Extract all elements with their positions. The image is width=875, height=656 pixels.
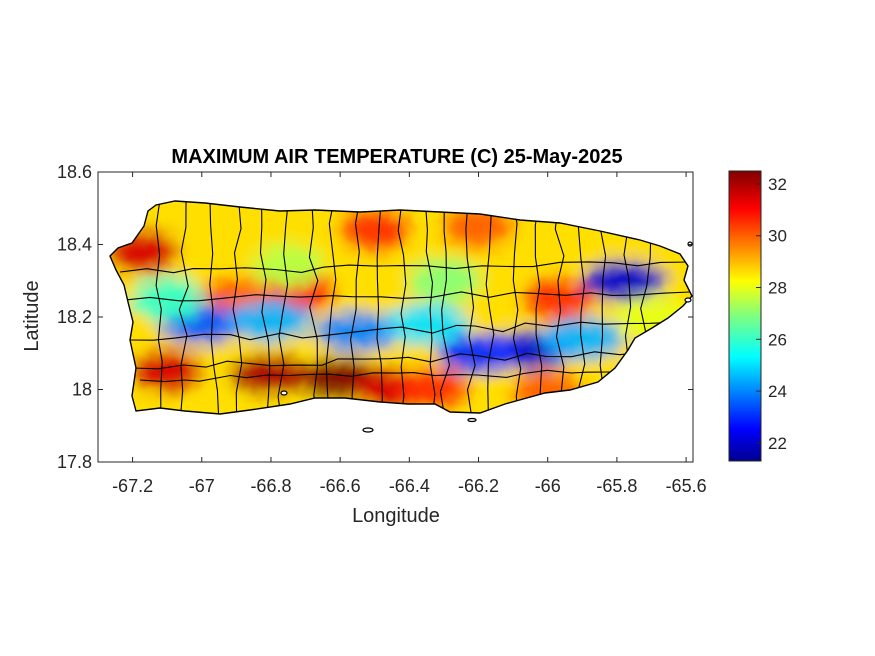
chart-title: MAXIMUM AIR TEMPERATURE (C) 25-May-2025 — [171, 146, 622, 168]
municipality-boundary — [554, 201, 565, 414]
municipality-boundary — [485, 201, 495, 414]
x-axis: -67.2 -67 -66.8 -66.6 -66.4 -66.2 -66 -65.8 -65.… — [112, 172, 707, 496]
municipality-boundary — [139, 369, 611, 383]
temperature-cell — [228, 300, 313, 341]
temperature-cell — [131, 349, 204, 394]
municipality-boundary — [376, 201, 383, 414]
y-tick-label: 18.6 — [57, 162, 92, 182]
y-axis: 17.8 18 18.2 18.4 18.6 — [57, 162, 693, 472]
x-tick-label: -66.2 — [458, 476, 499, 496]
x-tick-label: -67 — [189, 476, 215, 496]
y-tick-label: 18.4 — [57, 235, 92, 255]
islet — [467, 417, 477, 423]
municipality-boundary — [124, 291, 691, 302]
colorbar-gradient — [728, 170, 762, 462]
municipality-boundary — [132, 351, 641, 370]
temperature-cell — [397, 367, 470, 412]
y-axis-label: Latitude — [21, 280, 43, 351]
y-tick-label: 18.2 — [57, 307, 92, 327]
x-tick-label: -65.8 — [596, 476, 637, 496]
x-tick-label: -66.4 — [389, 476, 430, 496]
colorbar: 22 24 26 28 30 32 — [728, 170, 787, 462]
temperature-cell — [252, 244, 325, 289]
municipality-boundary — [465, 201, 476, 414]
x-tick-label: -66.6 — [320, 476, 361, 496]
x-tick-label: -66.8 — [250, 476, 291, 496]
municipality-boundary — [129, 321, 681, 341]
colorbar-tick-label: 30 — [768, 227, 787, 246]
temperature-cell — [522, 276, 595, 321]
municipality-boundary — [178, 201, 189, 414]
municipality-boundary — [119, 261, 691, 274]
colorbar-tick-label: 24 — [768, 382, 787, 401]
municipality-boundary — [232, 201, 243, 414]
temperature-cell — [540, 318, 625, 359]
municipality-boundary — [277, 201, 289, 414]
municipality-boundary — [209, 201, 220, 414]
x-tick-label: -67.2 — [112, 476, 153, 496]
municipality-boundary — [439, 201, 451, 414]
x-tick-label: -66 — [535, 476, 561, 496]
municipality-boundary — [350, 201, 361, 414]
x-axis-label: Longitude — [352, 505, 440, 527]
temperature-field — [110, 201, 692, 414]
colorbar-tick-label: 32 — [768, 175, 787, 194]
colorbar-tick-label: 26 — [768, 330, 787, 349]
colorbar-tick-label: 28 — [768, 279, 787, 298]
municipality-boundary — [325, 201, 337, 414]
islet — [280, 390, 288, 396]
municipality-boundary — [577, 201, 586, 414]
municipality-boundary — [424, 201, 436, 414]
municipality-boundary — [512, 201, 522, 414]
y-tick-label: 18 — [72, 380, 92, 400]
y-tick-label: 17.8 — [57, 452, 92, 472]
municipality-boundary — [155, 201, 163, 414]
temperature-cell — [384, 304, 469, 345]
municipality-boundary — [534, 201, 543, 414]
municipality-boundary — [397, 201, 407, 414]
colorbar-tick-label: 22 — [768, 434, 787, 453]
islet — [684, 297, 692, 303]
temperature-cell — [436, 333, 521, 374]
islet — [362, 427, 374, 433]
island-outline — [109, 200, 693, 433]
municipality-boundary — [308, 201, 319, 414]
municipality-boundary — [259, 201, 271, 414]
x-tick-label: -65.6 — [666, 476, 707, 496]
